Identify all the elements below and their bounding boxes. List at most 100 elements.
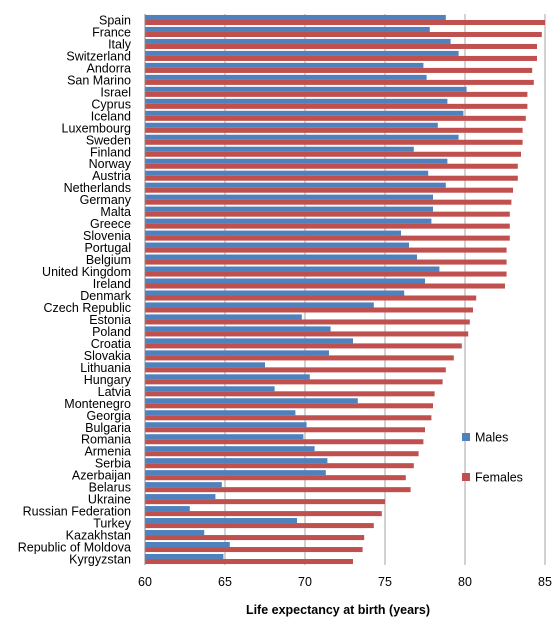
category-label: Montenegro	[64, 397, 131, 411]
bar-females-estonia	[145, 319, 470, 325]
bar-females-ireland	[145, 283, 505, 289]
category-label: Croatia	[91, 337, 131, 351]
bar-males-israel	[145, 86, 467, 92]
category-label: Norway	[89, 157, 132, 171]
x-tick-label: 75	[378, 575, 392, 589]
bar-females-denmark	[145, 295, 477, 301]
bar-males-croatia	[145, 338, 353, 344]
bar-females-azerbaijan	[145, 475, 406, 481]
bar-males-austria	[145, 170, 429, 176]
bar-males-turkey	[145, 518, 297, 524]
bar-females-belarus	[145, 487, 411, 493]
bar-females-turkey	[145, 523, 374, 529]
bar-males-ireland	[145, 278, 425, 284]
legend-swatch-females	[462, 473, 470, 481]
category-label: Turkey	[93, 517, 131, 531]
bar-males-slovenia	[145, 230, 401, 236]
category-label: Cyprus	[91, 97, 131, 111]
bar-females-austria	[145, 175, 518, 181]
x-tick-label: 80	[458, 575, 472, 589]
category-label: Israel	[100, 85, 131, 99]
bar-females-latvia	[145, 391, 435, 397]
bar-males-lithuania	[145, 362, 265, 368]
bar-males-luxembourg	[145, 122, 438, 128]
bar-females-united-kingdom	[145, 271, 507, 277]
bar-females-bulgaria	[145, 427, 425, 433]
category-label: Sweden	[86, 133, 131, 147]
bar-females-romania	[145, 439, 424, 445]
bar-females-cyprus	[145, 103, 528, 109]
bar-females-hungary	[145, 379, 443, 385]
bar-males-united-kingdom	[145, 266, 440, 272]
bar-males-iceland	[145, 110, 464, 116]
category-label: Spain	[99, 13, 131, 27]
category-label: Malta	[100, 205, 131, 219]
legend-swatch-males	[462, 433, 470, 441]
bar-males-greece	[145, 218, 432, 224]
bar-females-croatia	[145, 343, 462, 349]
bar-males-france	[145, 26, 430, 32]
bar-females-switzerland	[145, 55, 537, 61]
bar-females-sweden	[145, 139, 523, 145]
bar-males-belarus	[145, 482, 222, 488]
bar-females-slovenia	[145, 235, 510, 241]
bar-males-belgium	[145, 254, 417, 260]
bar-males-russian-federation	[145, 506, 190, 512]
bar-males-denmark	[145, 290, 405, 296]
bar-males-malta	[145, 206, 433, 212]
category-label: United Kingdom	[42, 265, 131, 279]
category-label: Switzerland	[66, 49, 131, 63]
bar-females-kazakhstan	[145, 535, 365, 541]
bar-females-italy	[145, 43, 537, 49]
bar-females-san-marino	[145, 79, 534, 85]
bar-males-georgia	[145, 410, 296, 416]
bar-females-germany	[145, 199, 512, 205]
x-tick-label: 85	[538, 575, 552, 589]
category-label: Romania	[81, 433, 131, 447]
category-label: Kazakhstan	[66, 529, 131, 543]
bar-females-poland	[145, 331, 469, 337]
category-label: Denmark	[80, 289, 131, 303]
bar-females-russian-federation	[145, 511, 382, 517]
bars	[145, 14, 545, 565]
bar-males-switzerland	[145, 50, 459, 56]
category-label: Czech Republic	[43, 301, 131, 315]
bar-females-portugal	[145, 247, 507, 253]
bar-males-republic-of-moldova	[145, 542, 230, 548]
category-label: Estonia	[89, 313, 131, 327]
bar-females-kyrgyzstan	[145, 559, 353, 565]
bar-males-romania	[145, 434, 304, 440]
bar-females-czech-republic	[145, 307, 473, 313]
bar-males-finland	[145, 146, 414, 152]
bar-males-cyprus	[145, 98, 448, 104]
bar-males-latvia	[145, 386, 275, 392]
bar-males-serbia	[145, 458, 328, 464]
bar-males-norway	[145, 158, 448, 164]
bar-females-georgia	[145, 415, 432, 421]
bar-males-portugal	[145, 242, 409, 248]
category-label: Luxembourg	[62, 121, 132, 135]
bar-females-greece	[145, 223, 510, 229]
x-tick-label: 60	[138, 575, 152, 589]
bar-females-norway	[145, 163, 518, 169]
category-label: Finland	[90, 145, 131, 159]
category-label: Austria	[92, 169, 131, 183]
bar-females-luxembourg	[145, 127, 523, 133]
category-label: Hungary	[84, 373, 132, 387]
bar-females-malta	[145, 211, 510, 217]
category-label: Serbia	[95, 457, 131, 471]
category-label: Ukraine	[88, 493, 131, 507]
category-label: Belgium	[86, 253, 131, 267]
legend-label-males: Males	[475, 431, 508, 445]
bar-females-iceland	[145, 115, 526, 121]
bar-males-azerbaijan	[145, 470, 326, 476]
bar-males-slovakia	[145, 350, 329, 356]
category-label: Armenia	[84, 445, 131, 459]
bar-males-estonia	[145, 314, 302, 320]
category-label: San Marino	[67, 73, 131, 87]
bar-females-france	[145, 31, 542, 37]
bar-males-czech-republic	[145, 302, 374, 308]
bar-females-belgium	[145, 259, 507, 265]
bar-males-sweden	[145, 134, 459, 140]
category-label: Georgia	[87, 409, 132, 423]
